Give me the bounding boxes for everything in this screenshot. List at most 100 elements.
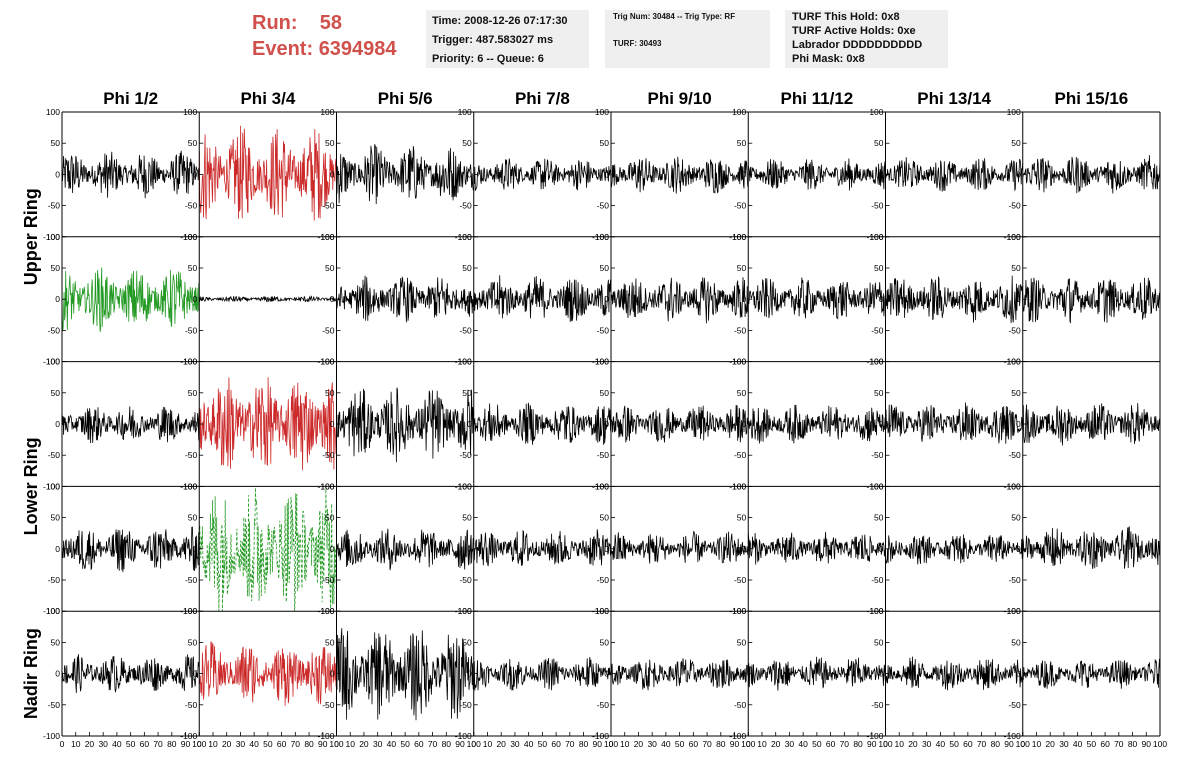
x-tick-label: 60 <box>414 739 424 749</box>
y-tick-label: -100 <box>729 731 746 741</box>
waveform-trace <box>336 275 475 323</box>
x-tick-label: 40 <box>112 739 122 749</box>
x-tick-label: 40 <box>387 739 397 749</box>
y-tick-label: 100 <box>320 606 334 616</box>
trigger-text: Trigger: 487.583027 ms <box>432 34 554 46</box>
x-tick-label: 20 <box>771 739 781 749</box>
waveform-trace <box>610 156 749 194</box>
y-tick-label: 0 <box>193 169 198 179</box>
y-tick-label: 0 <box>879 294 884 304</box>
x-tick-label: 20 <box>222 739 232 749</box>
y-tick-label: 100 <box>183 232 197 242</box>
y-tick-label: 0 <box>604 294 609 304</box>
y-tick-label: -50 <box>459 325 472 335</box>
x-tick-label: 50 <box>538 739 548 749</box>
x-tick-label: 70 <box>565 739 575 749</box>
y-tick-label: -50 <box>1008 575 1021 585</box>
x-tick-label: 10 <box>483 739 493 749</box>
waveform-trace <box>473 158 612 192</box>
y-tick-label: 50 <box>874 138 884 148</box>
y-tick-label: 50 <box>462 637 472 647</box>
y-tick-label: 100 <box>458 357 472 367</box>
y-tick-label: 0 <box>55 169 60 179</box>
y-tick-label: 100 <box>46 232 60 242</box>
waveform-trace <box>610 277 749 324</box>
y-tick-label: -50 <box>48 201 61 211</box>
y-tick-label: -100 <box>43 731 60 741</box>
y-tick-label: -100 <box>455 357 472 367</box>
x-tick-label: 50 <box>812 739 822 749</box>
x-tick-label: 80 <box>304 739 314 749</box>
y-tick-label: -50 <box>322 325 335 335</box>
y-tick-label: 50 <box>600 513 610 523</box>
x-tick-label: 90 <box>1142 739 1152 749</box>
y-tick-label: 50 <box>462 388 472 398</box>
y-tick-label: 100 <box>732 357 746 367</box>
x-tick-label: 20 <box>359 739 369 749</box>
event-row: Event: 6394984 <box>252 36 397 62</box>
waveform-trace <box>473 529 612 567</box>
y-tick-label: -50 <box>1008 201 1021 211</box>
waveform-trace <box>61 526 200 573</box>
y-tick-label: -50 <box>48 325 61 335</box>
y-tick-label: 0 <box>193 544 198 554</box>
column-header: Phi 5/6 <box>378 89 433 108</box>
x-tick-label: 60 <box>963 739 973 749</box>
y-tick-label: -100 <box>729 357 746 367</box>
x-tick-label: 50 <box>263 739 273 749</box>
x-tick-label: 90 <box>593 739 603 749</box>
column-header: Phi 13/14 <box>917 89 991 108</box>
y-tick-label: 100 <box>183 107 197 117</box>
y-tick-label: 100 <box>1007 481 1021 491</box>
y-tick-label: 100 <box>595 107 609 117</box>
y-tick-label: 100 <box>869 606 883 616</box>
x-tick-label: 10 <box>1032 739 1042 749</box>
y-tick-label: 100 <box>46 481 60 491</box>
y-tick-label: -50 <box>459 575 472 585</box>
ring-label: Nadir Ring <box>21 628 41 719</box>
x-tick-label: 70 <box>291 739 301 749</box>
y-tick-label: 100 <box>1007 107 1021 117</box>
x-tick-label: 90 <box>1004 739 1014 749</box>
y-tick-label: -50 <box>185 201 198 211</box>
y-tick-label: 100 <box>1007 606 1021 616</box>
y-tick-label: 0 <box>330 419 335 429</box>
x-tick-label: 30 <box>98 739 108 749</box>
y-tick-label: -100 <box>455 731 472 741</box>
y-tick-label: 50 <box>1011 138 1021 148</box>
x-tick-label: 100 <box>741 739 755 749</box>
time-text: Time: 2008-12-26 07:17:30 <box>432 15 568 27</box>
waveform-trace <box>198 295 337 303</box>
x-tick-label: 50 <box>949 739 959 749</box>
x-tick-label: 100 <box>329 739 343 749</box>
y-tick-label: 50 <box>737 138 747 148</box>
y-tick-label: 50 <box>1011 388 1021 398</box>
x-tick-label: 60 <box>277 739 287 749</box>
waveform-trace <box>747 531 886 565</box>
priority-text: Priority: 6 -- Queue: 6 <box>432 53 544 65</box>
waveform-trace <box>473 656 612 691</box>
x-tick-label: 10 <box>757 739 767 749</box>
y-tick-label: 100 <box>732 232 746 242</box>
y-tick-label: -50 <box>734 325 747 335</box>
y-tick-label: 50 <box>51 637 61 647</box>
x-tick-label: 80 <box>716 739 726 749</box>
y-tick-label: 0 <box>55 419 60 429</box>
y-tick-label: 100 <box>183 606 197 616</box>
y-tick-label: -100 <box>592 357 609 367</box>
y-tick-label: 50 <box>600 138 610 148</box>
y-tick-label: 100 <box>595 606 609 616</box>
waveform-trace <box>473 402 612 445</box>
y-tick-label: 50 <box>51 513 61 523</box>
waveform-trace <box>198 125 337 221</box>
y-tick-label: -100 <box>180 481 197 491</box>
y-tick-label: -100 <box>317 232 334 242</box>
x-tick-label: 10 <box>208 739 218 749</box>
turf-this-hold-text: TURF This Hold: 0x8 <box>792 11 900 23</box>
y-tick-label: 100 <box>732 481 746 491</box>
y-tick-label: -50 <box>459 450 472 460</box>
y-tick-label: -100 <box>866 357 883 367</box>
y-tick-label: -100 <box>43 357 60 367</box>
y-tick-label: -50 <box>597 700 610 710</box>
turf-text: TURF: 30493 <box>613 39 662 48</box>
